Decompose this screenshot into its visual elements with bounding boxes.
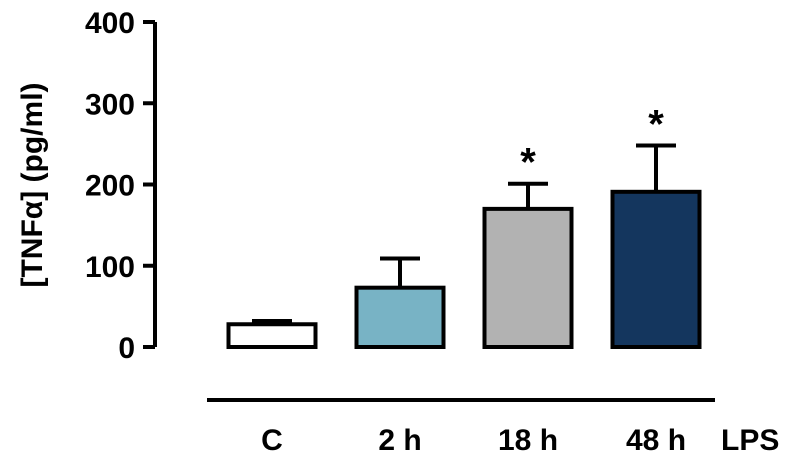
bar (354, 285, 446, 349)
significance-marker: * (648, 103, 664, 147)
bar (610, 189, 702, 349)
category-label: 2 h (378, 424, 421, 457)
category-label: C (261, 424, 283, 457)
significance-marker: * (520, 141, 536, 185)
x-axis-labels: C 2 h 18 h 48 h (261, 424, 686, 457)
group-label-lps: LPS (721, 424, 779, 457)
y-axis: 0 100 200 300 400 (85, 7, 157, 365)
y-tick-label: 100 (85, 251, 135, 284)
bar (226, 322, 318, 349)
bars: ** (226, 103, 702, 349)
y-tick-label: 400 (85, 7, 135, 40)
y-axis-label: [TNFα] (pg/ml) (16, 82, 49, 287)
y-tick-label: 0 (118, 332, 135, 365)
y-tick-label: 300 (85, 88, 135, 121)
category-label: 48 h (626, 424, 686, 457)
bar (482, 206, 574, 349)
y-tick-label: 200 (85, 170, 135, 203)
category-label: 18 h (498, 424, 558, 457)
